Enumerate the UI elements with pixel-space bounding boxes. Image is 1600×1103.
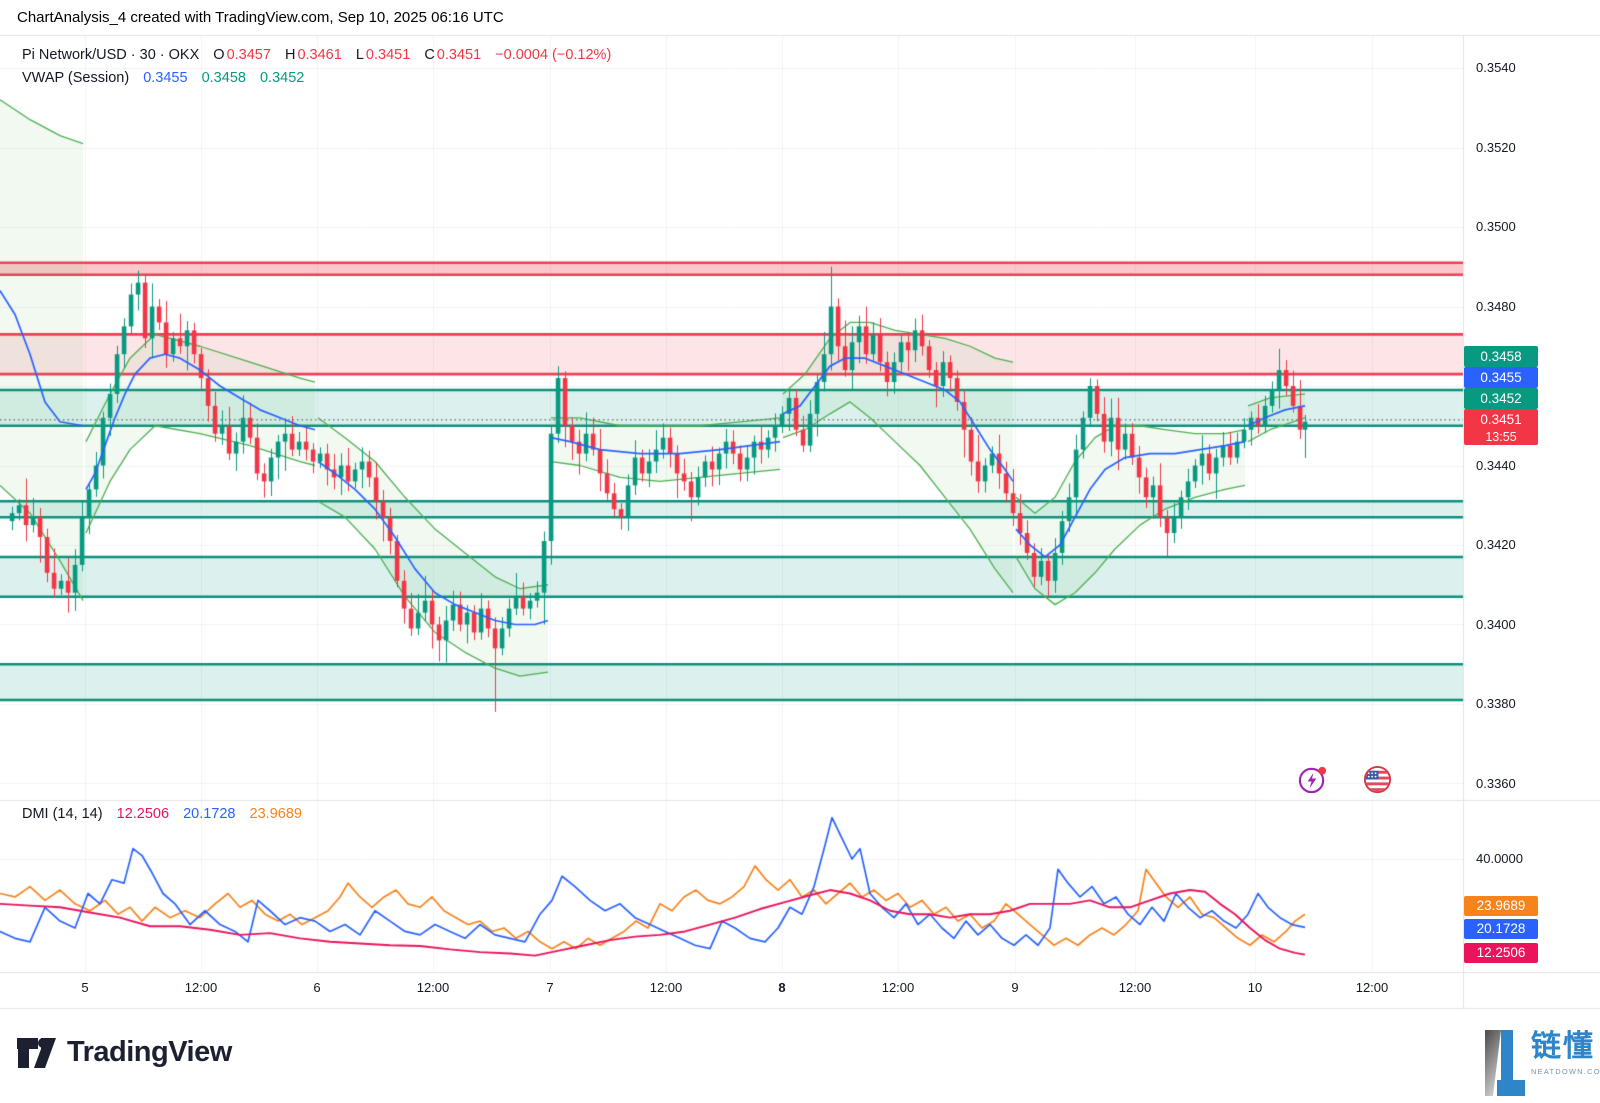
time-axis-tick: 5 [81, 980, 89, 995]
time-axis-tick: 8 [778, 980, 786, 995]
price-axis-tick: 0.3480 [1476, 298, 1516, 314]
vwap-legend-row[interactable]: VWAP (Session) 0.3455 0.3458 0.3452 [22, 70, 306, 86]
time-axis-tick: 6 [313, 980, 321, 995]
close-label: C [424, 47, 435, 63]
open-value: 0.3457 [226, 47, 271, 63]
price-axis-tick: 0.3440 [1476, 457, 1516, 473]
price-label-0.3451: 0.3451 13:55 [1464, 409, 1538, 445]
price-axis-tick: 0.3400 [1476, 616, 1516, 632]
time-axis-tick: 12:00 [1118, 980, 1152, 995]
price-axis-tick: 0.3500 [1476, 219, 1516, 234]
brand-logo[interactable]: 链懂 NEATDOWN.COM [1483, 1030, 1600, 1096]
symbol-title: Pi Network/USD · 30 · OKX [22, 47, 200, 63]
brand-subtitle: NEATDOWN.COM [1531, 1067, 1600, 1076]
time-axis-tick: 12:00 [416, 980, 450, 995]
vwap-value: 0.3455 [143, 70, 188, 86]
dmi-label-23.9689: 23.9689 [1464, 896, 1538, 916]
vwap-upper-value: 0.3458 [201, 70, 246, 86]
dmi-minus-value: 23.9689 [249, 806, 302, 822]
dmi-axis-tick: 40.0000 [1476, 851, 1523, 866]
vwap-name: VWAP (Session) [22, 70, 130, 86]
tradingview-logo[interactable]: TradingView [17, 1036, 232, 1069]
price-axis-tick: 0.3360 [1476, 775, 1516, 791]
brand-name: 链懂 [1531, 1030, 1595, 1063]
lightning-badge-icon[interactable] [1297, 764, 1328, 795]
price-label-0.3452: 0.3452 [1464, 388, 1538, 409]
dmi-legend-row[interactable]: DMI (14, 14) 12.2506 20.1728 23.9689 [22, 806, 304, 822]
price-axis-tick: 0.3380 [1476, 696, 1516, 711]
price-label-0.3455: 0.3455 [1464, 367, 1538, 388]
price-axis-tick: 0.3420 [1476, 537, 1516, 552]
time-axis-tick: 12:00 [1355, 980, 1389, 995]
price-label-0.3458: 0.3458 [1464, 346, 1538, 367]
time-axis-tick: 12:00 [184, 980, 218, 995]
open-label: O [213, 47, 225, 63]
price-axis-tick: 0.3540 [1476, 60, 1516, 75]
dmi-plus-value: 20.1728 [183, 806, 236, 822]
dmi-label-20.1728: 20.1728 [1464, 919, 1538, 939]
change-value: −0.0004 (−0.12%) [495, 47, 612, 63]
page-title: ChartAnalysis_4 created with TradingView… [17, 9, 504, 26]
dmi-label-12.2506: 12.2506 [1464, 943, 1538, 963]
time-axis-tick: 7 [546, 980, 554, 995]
low-label: L [355, 47, 364, 63]
vwap-lower-value: 0.3452 [259, 70, 305, 86]
high-label: H [284, 47, 296, 63]
symbol-legend-row[interactable]: Pi Network/USD · 30 · OKX O 0.3457 H 0.346… [22, 47, 613, 63]
time-axis-tick: 12:00 [649, 980, 683, 995]
tradingview-glyph-icon [17, 1037, 56, 1068]
brand-glyph-icon [1485, 1030, 1525, 1096]
us-flag-icon[interactable] [1362, 764, 1393, 795]
low-value: 0.3451 [365, 47, 411, 63]
time-axis-tick: 12:00 [881, 980, 915, 995]
time-axis-tick: 10 [1247, 980, 1263, 995]
tradingview-logo-text: TradingView [67, 1036, 232, 1068]
close-value: 0.3451 [436, 47, 482, 63]
dmi-adx-value: 12.2506 [116, 806, 170, 822]
price-axis-tick: 0.3520 [1476, 139, 1516, 155]
dmi-name: DMI (14, 14) [22, 806, 103, 822]
time-axis-tick: 9 [1011, 980, 1019, 995]
high-value: 0.3461 [297, 47, 342, 63]
